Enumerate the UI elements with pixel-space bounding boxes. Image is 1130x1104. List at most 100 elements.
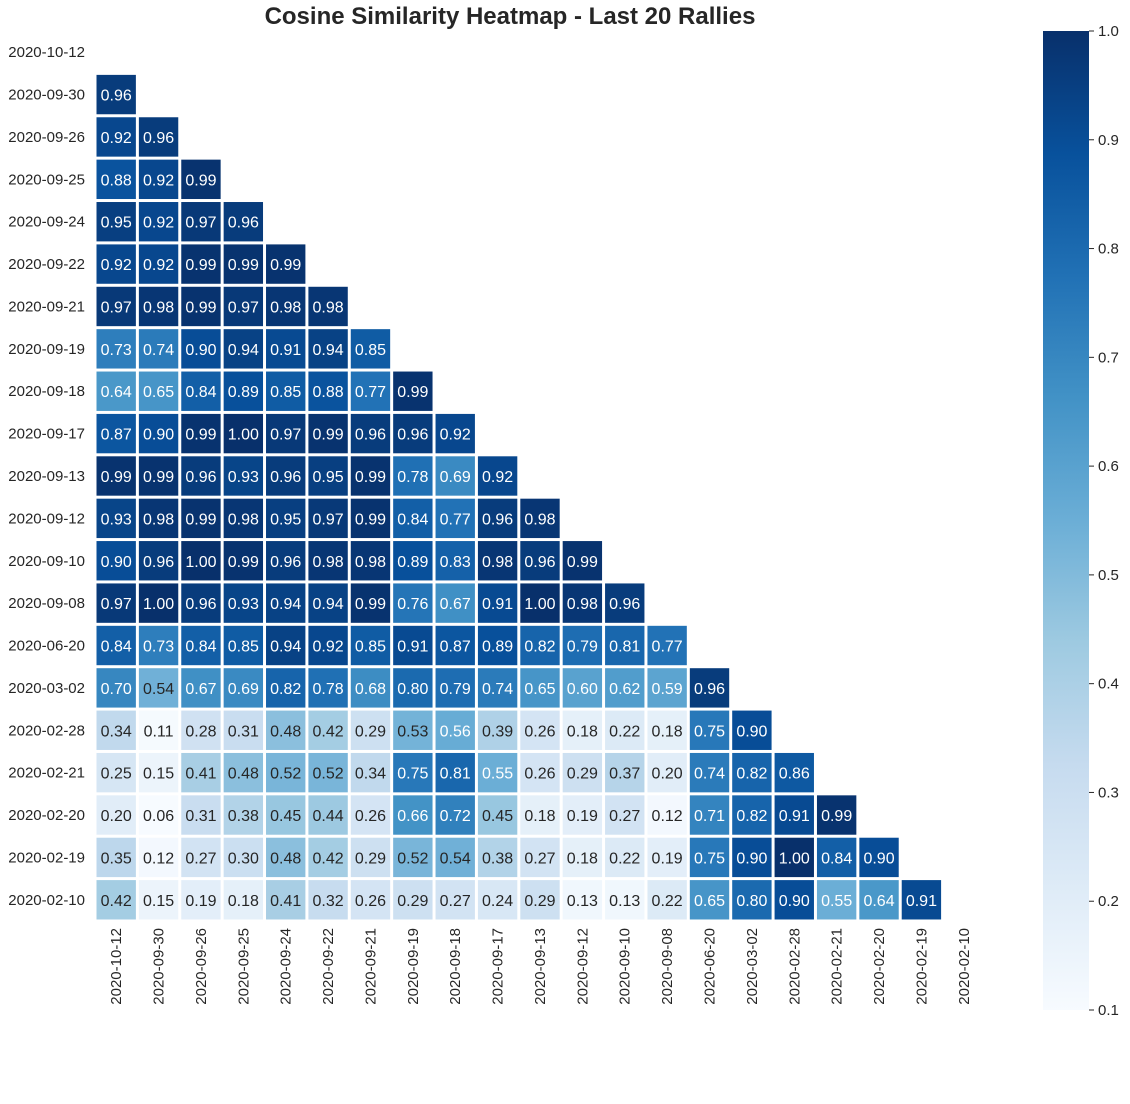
cell-value-label: 0.75 [694,723,725,740]
cell-value-label: 1.00 [185,554,216,571]
cell-value-label: 0.84 [101,639,132,656]
heatmap-cell [435,837,475,878]
heatmap-cell [605,837,645,878]
heatmap-cell [223,498,264,539]
colorbar-tick-label: 0.6 [1098,458,1119,475]
heatmap-cell [520,625,560,666]
cell-value-label: 0.96 [482,511,513,528]
heatmap-cell [477,668,518,708]
cell-value-label: 0.97 [185,215,216,232]
cell-value-label: 0.15 [143,893,174,910]
cell-value-label: 0.78 [313,681,344,698]
cell-value-label: 0.29 [567,766,598,783]
heatmap-cell [138,837,179,878]
cell-value-label: 0.81 [440,766,471,783]
cell-value-label: 0.95 [101,215,132,232]
cell-value-label: 0.26 [355,808,386,825]
heatmap-cell [350,880,391,920]
colorbar-tick-label: 0.1 [1098,1002,1119,1019]
colorbar: 0.1 0.2 0.3 0.4 0.5 0.6 0.7 0.8 0.9 1.0 [1043,23,1119,1019]
cell-value-label: 0.99 [228,257,259,274]
heatmap-cell [266,668,306,708]
cell-value-label: 0.65 [524,681,555,698]
heatmap-cell [181,837,221,878]
cell-value-label: 0.96 [270,469,301,486]
cell-value-label: 0.88 [101,172,132,189]
cell-value-label: 0.94 [313,596,344,613]
y-tick-label: 2020-09-21 [8,298,85,315]
heatmap-cell [181,371,221,411]
cell-value-label: 0.96 [270,554,301,571]
heatmap-cell [308,668,348,708]
cell-value-label: 0.59 [652,681,683,698]
x-tick-label: 2020-02-10 [956,928,973,1005]
x-tick-label: 2020-09-08 [659,928,676,1005]
cell-value-label: 0.89 [228,384,259,401]
heatmap-cell [350,413,391,454]
cell-value-label: 0.18 [652,723,683,740]
cell-value-label: 0.97 [101,299,132,316]
cell-value-label: 1.00 [143,596,174,613]
cell-value-label: 0.99 [821,808,852,825]
cell-value-label: 0.98 [228,511,259,528]
heatmap-cell [520,752,560,793]
cell-value-label: 0.75 [397,766,428,783]
heatmap-cell [774,752,814,793]
heatmap-cell [266,583,306,623]
x-tick-label: 2020-06-20 [702,928,719,1005]
cell-value-label: 0.18 [524,808,555,825]
cell-value-label: 0.90 [736,850,767,867]
y-tick-label: 2020-02-28 [8,722,85,739]
cell-value-label: 0.53 [397,723,428,740]
cell-value-label: 0.95 [270,511,301,528]
heatmap-cell [562,752,603,793]
heatmap-cell [350,456,391,496]
cell-value-label: 0.94 [270,596,301,613]
cell-value-label: 0.74 [143,342,174,359]
cell-value-label: 0.69 [228,681,259,698]
heatmap-cell [562,583,603,623]
cell-value-label: 0.29 [524,893,555,910]
cell-value-label: 0.15 [143,766,174,783]
cell-value-label: 0.99 [143,469,174,486]
x-tick-label: 2020-09-18 [447,928,464,1005]
cell-value-label: 0.98 [270,299,301,316]
cell-value-label: 0.73 [101,342,132,359]
heatmap-cell [816,880,857,920]
heatmap-cell [477,752,518,793]
cell-value-label: 0.87 [440,639,471,656]
cell-value-label: 0.96 [143,130,174,147]
cell-value-label: 0.54 [440,850,471,867]
heatmap-cell [266,286,306,327]
cell-value-label: 0.79 [567,639,598,656]
y-tick-label: 2020-09-13 [8,468,85,485]
heatmap-cell [435,710,475,750]
x-axis-tick-labels: 2020-10-12 2020-09-30 2020-09-26 2020-09-25… [108,928,973,1005]
cell-value-label: 0.19 [185,893,216,910]
cell-value-label: 0.96 [228,215,259,232]
cell-value-label: 0.99 [185,257,216,274]
heatmap-cell [732,837,772,878]
heatmap-cell [96,710,136,750]
heatmap-cell [605,795,645,835]
chart-title: Cosine Similarity Heatmap - Last 20 Rall… [265,3,756,30]
cell-value-label: 0.92 [143,172,174,189]
heatmap-cell [393,583,433,623]
heatmap-cell [138,117,179,157]
cell-value-label: 0.77 [440,511,471,528]
heatmap-cell [138,795,179,835]
heatmap-cell [393,413,433,454]
cell-value-label: 0.19 [652,850,683,867]
cell-value-label: 0.90 [101,554,132,571]
heatmap-cell [96,286,136,327]
x-tick-label: 2020-02-19 [913,928,930,1005]
heatmap-cell [308,880,348,920]
cell-value-label: 0.42 [313,850,344,867]
cell-value-label: 1.00 [524,596,555,613]
cell-value-label: 0.52 [270,766,301,783]
heatmap-cell [774,837,814,878]
heatmap-cell [816,795,857,835]
heatmap-cell [181,498,221,539]
heatmap-cell [181,583,221,623]
heatmap-cell [647,752,687,793]
